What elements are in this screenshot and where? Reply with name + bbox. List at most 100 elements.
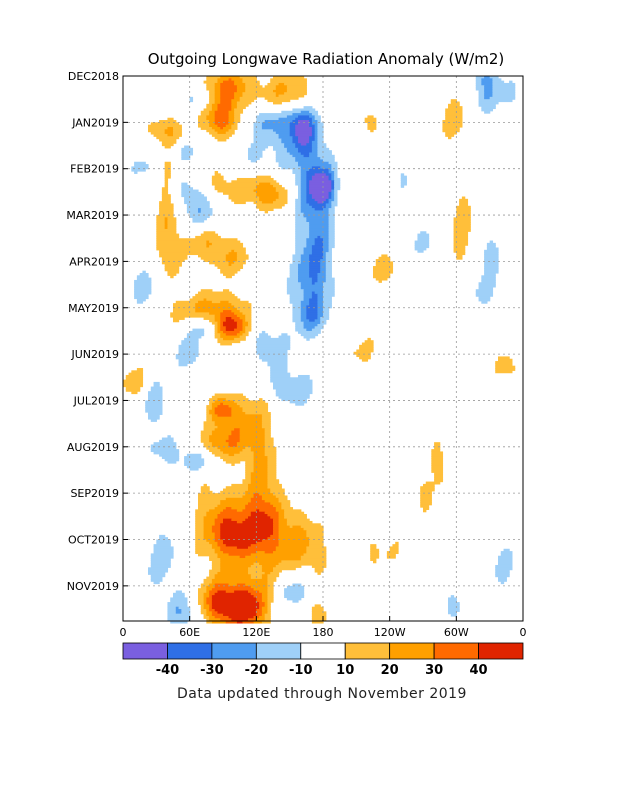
anomaly-cell xyxy=(206,409,210,413)
anomaly-cell xyxy=(211,562,221,566)
anomaly-cell xyxy=(414,247,427,251)
anomaly-cell xyxy=(231,303,252,307)
anomaly-cell xyxy=(181,150,194,154)
anomaly-cell xyxy=(211,606,260,610)
anomaly-cell xyxy=(150,562,171,566)
anomaly-cell xyxy=(453,217,471,221)
anomaly-cell xyxy=(173,131,182,135)
anomaly-cell xyxy=(184,145,191,149)
anomaly-cell xyxy=(289,298,305,302)
anomaly-cell xyxy=(209,606,213,610)
anomaly-cell xyxy=(275,391,313,395)
anomaly-cell xyxy=(489,96,516,100)
anomaly-cell xyxy=(203,298,207,302)
anomaly-cell xyxy=(273,384,313,388)
colorbar-swatch xyxy=(255,642,302,660)
anomaly-cell xyxy=(209,435,230,439)
anomaly-cell xyxy=(211,407,216,411)
anomaly-cell xyxy=(214,412,232,415)
anomaly-cell xyxy=(164,177,169,181)
anomaly-cell xyxy=(203,597,207,601)
anomaly-cell xyxy=(234,117,241,121)
anomaly-cell xyxy=(475,80,482,84)
anomaly-cell xyxy=(495,363,513,367)
anomaly-cell xyxy=(445,131,457,135)
anomaly-cell xyxy=(325,203,332,207)
anomaly-cell xyxy=(309,319,316,323)
anomaly-cell xyxy=(239,439,266,443)
anomaly-cell xyxy=(211,567,221,571)
anomaly-cell xyxy=(317,154,335,158)
anomaly-cell xyxy=(136,298,146,302)
anomaly-cell xyxy=(267,456,277,459)
anomaly-cell xyxy=(206,82,216,86)
anomaly-cell xyxy=(167,222,177,225)
anomaly-cell xyxy=(248,516,271,520)
anomaly-cell xyxy=(498,558,513,561)
anomaly-cell xyxy=(167,219,177,223)
anomaly-cell xyxy=(220,85,238,89)
anomaly-cell xyxy=(231,180,277,184)
anomaly-cell xyxy=(264,500,280,504)
anomaly-cell xyxy=(173,310,196,313)
anomaly-cell xyxy=(275,546,307,550)
anomaly-cell xyxy=(281,502,291,506)
anomaly-cell xyxy=(495,361,513,364)
anomaly-cell xyxy=(159,201,171,205)
anomaly-cell xyxy=(156,541,171,545)
anomaly-cell xyxy=(261,201,274,205)
anomaly-cell xyxy=(211,418,263,422)
anomaly-cell xyxy=(167,217,177,221)
anomaly-cell xyxy=(323,247,330,251)
anomaly-cell xyxy=(178,363,188,367)
anomaly-cell xyxy=(309,187,332,191)
anomaly-cell xyxy=(270,365,288,369)
anomaly-cell xyxy=(220,300,230,304)
anomaly-cell xyxy=(309,120,313,123)
anomaly-cell xyxy=(334,198,338,202)
anomaly-cell xyxy=(484,263,499,267)
anomaly-cell xyxy=(200,439,210,443)
anomaly-cell xyxy=(475,293,494,297)
anomaly-cell xyxy=(234,261,246,265)
anomaly-cell xyxy=(292,307,302,311)
anomaly-cell xyxy=(214,330,219,334)
anomaly-cell xyxy=(192,296,238,300)
anomaly-cell xyxy=(167,606,177,610)
anomaly-cell xyxy=(267,574,280,578)
anomaly-cell xyxy=(298,184,302,188)
anomaly-cell xyxy=(275,507,282,510)
anomaly-cell xyxy=(220,548,277,552)
anomaly-cell xyxy=(239,330,246,334)
anomaly-cell xyxy=(164,224,169,228)
anomaly-cell xyxy=(245,507,277,510)
anomaly-cell xyxy=(364,340,374,344)
anomaly-cell xyxy=(289,300,302,304)
anomaly-cell xyxy=(259,113,294,116)
anomaly-cell xyxy=(286,520,313,524)
anomaly-cell xyxy=(317,120,321,123)
anomaly-cell xyxy=(220,490,246,494)
anomaly-cell xyxy=(264,615,271,619)
anomaly-cell xyxy=(475,82,482,86)
anomaly-cell xyxy=(267,583,274,587)
anomaly-cell xyxy=(289,263,299,267)
colorbar-swatch xyxy=(344,642,391,660)
anomaly-cell xyxy=(311,291,316,295)
anomaly-cell xyxy=(273,569,282,573)
anomaly-cell xyxy=(134,161,146,165)
anomaly-cell xyxy=(414,245,430,249)
anomaly-cell xyxy=(481,78,494,82)
anomaly-cell xyxy=(225,333,238,337)
anomaly-cell xyxy=(298,279,313,283)
anomaly-cell xyxy=(214,184,257,188)
anomaly-cell xyxy=(256,618,266,622)
anomaly-cell xyxy=(325,252,332,256)
anomaly-cell xyxy=(303,215,330,218)
anomaly-cell xyxy=(200,210,213,214)
anomaly-cell xyxy=(311,296,319,300)
anomaly-cell xyxy=(211,595,255,599)
anomaly-cell xyxy=(289,133,296,137)
anomaly-cell xyxy=(311,328,321,332)
anomaly-cell xyxy=(245,319,252,323)
